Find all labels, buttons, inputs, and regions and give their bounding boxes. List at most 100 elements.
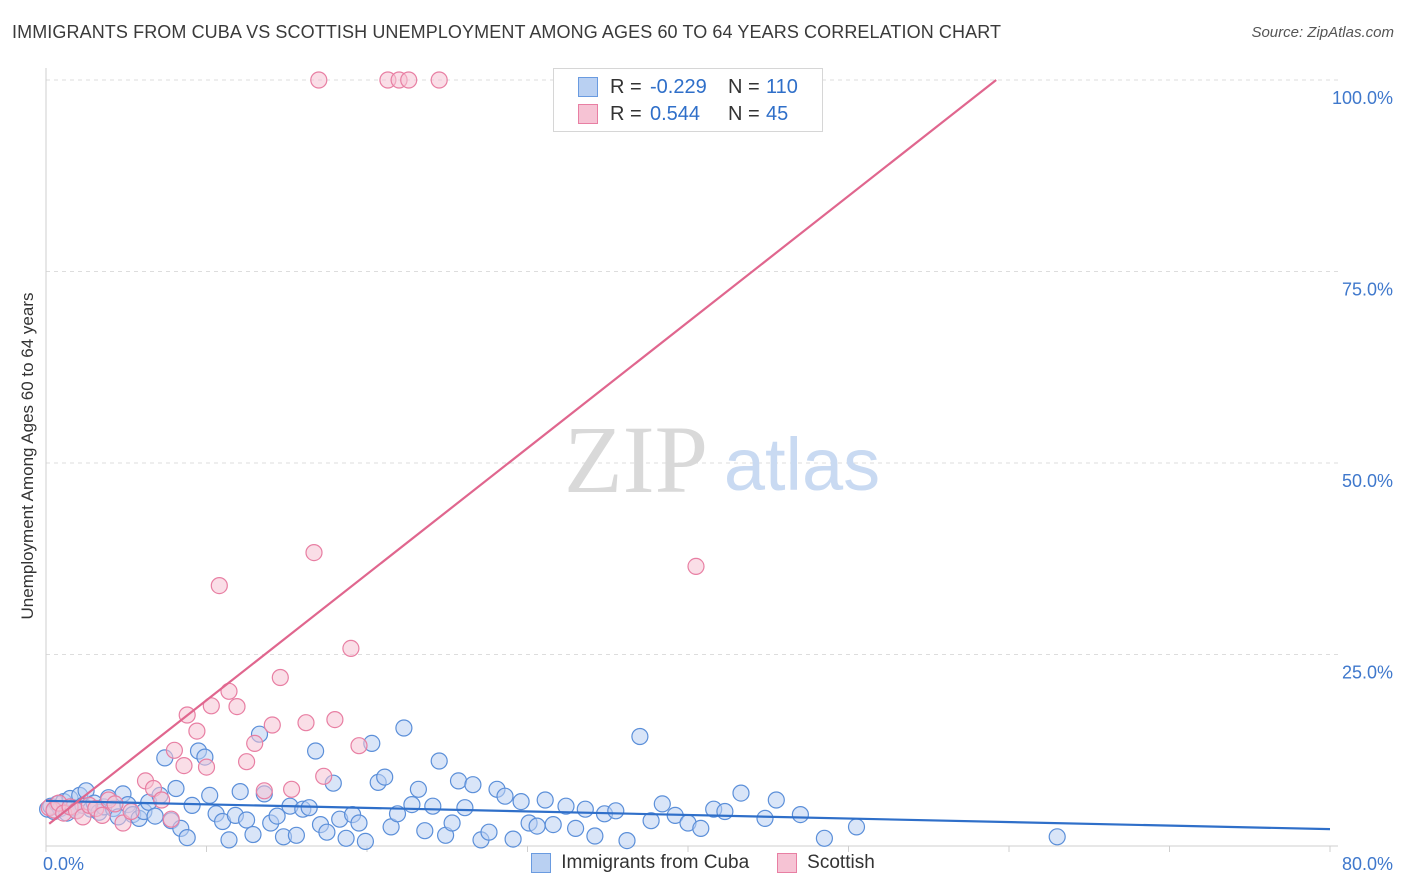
cuba-point <box>642 812 660 830</box>
scottish-point <box>238 753 256 771</box>
cuba-point <box>544 815 562 834</box>
cuba-point <box>388 805 407 823</box>
y-tick-label: 100.0% <box>1332 88 1393 108</box>
cuba-point <box>791 805 810 824</box>
legend-swatch-scottish <box>578 104 598 124</box>
y-tick-label: 25.0% <box>1342 663 1393 683</box>
axis-layer <box>45 68 1338 852</box>
cuba-point <box>201 786 219 805</box>
cuba-point <box>244 825 262 844</box>
cuba-point <box>183 796 201 815</box>
watermark-atlas: atlas <box>724 423 880 506</box>
trend-line-scottish <box>48 79 997 825</box>
cuba-point <box>220 831 238 849</box>
x-tick-label: 80.0% <box>1342 854 1393 874</box>
legend-label-cuba: Immigrants from Cuba <box>561 852 750 873</box>
cuba-point <box>847 818 866 836</box>
cuba-point <box>307 742 325 760</box>
watermark: ZIP atlas <box>564 406 880 513</box>
cuba-point <box>1048 828 1066 846</box>
scottish-point <box>326 710 344 729</box>
y-tick-label: 50.0% <box>1342 471 1393 491</box>
cuba-point <box>756 809 774 828</box>
scottish-point <box>305 543 323 562</box>
cuba-point <box>231 782 249 801</box>
cuba-point <box>496 787 514 805</box>
cuba-point <box>443 814 461 832</box>
cuba-point <box>607 802 625 820</box>
cuba-point <box>409 780 427 798</box>
cuba-point <box>456 799 474 817</box>
cuba-point <box>576 800 594 818</box>
x-tick-label: 0.0% <box>43 854 84 874</box>
legend-label-scottish: Scottish <box>807 852 875 873</box>
cuba-point <box>287 826 305 844</box>
scottish-point <box>297 714 315 732</box>
scottish-point <box>283 780 301 798</box>
cuba-point <box>653 795 671 813</box>
y-tick-label: 75.0% <box>1342 280 1393 300</box>
legend-row-cuba: R = -0.229 N = 110 <box>578 74 806 100</box>
scottish-point <box>93 806 111 825</box>
cuba-point <box>268 807 286 825</box>
scottish-point <box>197 758 216 776</box>
series-immigrants-from-cuba <box>38 719 1066 851</box>
scottish-point <box>342 639 360 658</box>
legend-item-scottish[interactable]: Scottish <box>777 852 875 874</box>
cuba-point <box>424 797 442 815</box>
scottish-point <box>210 576 228 595</box>
scottish-point <box>246 734 264 753</box>
trend-layer <box>45 79 1331 831</box>
source-label: Source: ZipAtlas.com <box>1251 24 1394 41</box>
cuba-point <box>416 822 434 840</box>
cuba-point <box>586 827 604 845</box>
cuba-point <box>376 768 394 786</box>
legend-swatch-cuba <box>578 77 598 97</box>
legend-r-value: -0.229 <box>650 75 707 98</box>
legend-item-cuba[interactable]: Immigrants from Cuba <box>531 852 749 874</box>
chart-title: IMMIGRANTS FROM CUBA VS SCOTTISH UNEMPLO… <box>12 22 1002 42</box>
scottish-point <box>175 756 193 775</box>
scottish-point <box>400 71 418 89</box>
cuba-point <box>464 776 482 794</box>
correlation-legend: R = -0.229 N = 110 R = 0.544 N = 45 <box>553 68 823 132</box>
scottish-point <box>350 737 368 755</box>
series-scottish <box>40 71 705 832</box>
cuba-point <box>318 823 336 841</box>
cuba-point <box>146 807 164 825</box>
cuba-point <box>178 828 196 847</box>
cuba-point <box>350 814 368 832</box>
cuba-point <box>238 811 256 829</box>
cuba-point <box>716 802 734 821</box>
scottish-point <box>188 722 206 740</box>
cuba-point <box>504 830 522 848</box>
scottish-point <box>153 791 171 809</box>
y-axis-label: Unemployment Among Ages 60 to 64 years <box>18 292 37 620</box>
watermark-zip: ZIP <box>564 406 708 513</box>
cuba-point <box>692 819 710 838</box>
scottish-point <box>162 810 180 828</box>
cuba-point <box>618 831 636 850</box>
cuba-point <box>815 829 834 847</box>
tick-layer: 25.0% 50.0% 75.0% 100.0% 0.0% 80.0% <box>43 88 1393 874</box>
legend-n-value: 110 <box>766 75 798 98</box>
scottish-point <box>315 767 333 785</box>
cuba-point <box>767 791 785 809</box>
scottish-point <box>228 697 246 716</box>
scottish-point <box>271 668 289 687</box>
scottish-point <box>310 71 328 89</box>
cuba-point <box>566 819 585 838</box>
legend-r-label: R = <box>610 75 642 98</box>
scottish-point <box>106 795 124 813</box>
cuba-point <box>557 797 575 815</box>
scottish-point <box>165 741 183 759</box>
scottish-point <box>430 71 448 89</box>
cuba-point <box>536 791 554 809</box>
legend-n-label: N = <box>728 102 760 125</box>
legend-row-scottish: R = 0.544 N = 45 <box>578 101 806 127</box>
cuba-point <box>337 829 355 847</box>
cuba-point <box>732 784 750 802</box>
cuba-point <box>395 719 413 737</box>
cuba-point <box>403 795 421 814</box>
